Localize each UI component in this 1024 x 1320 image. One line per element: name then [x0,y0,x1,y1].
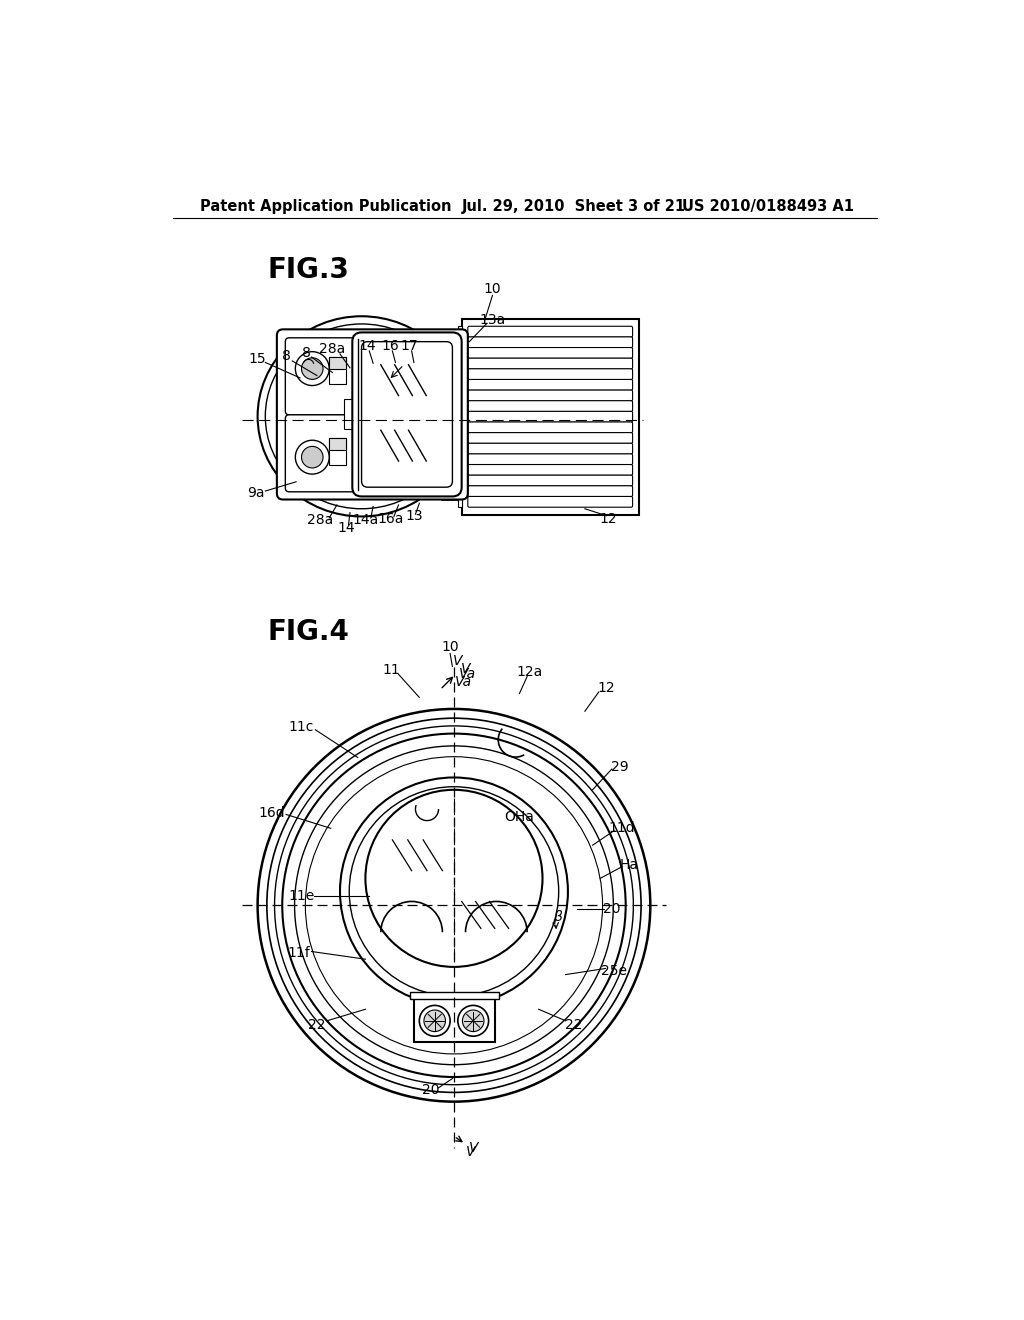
Text: 10: 10 [441,640,459,655]
Circle shape [340,777,568,1006]
Text: 11e: 11e [289,890,314,903]
FancyBboxPatch shape [468,433,633,444]
FancyBboxPatch shape [468,368,633,380]
FancyBboxPatch shape [330,358,346,370]
Circle shape [295,746,613,1065]
FancyBboxPatch shape [468,422,633,433]
Text: 11c: 11c [289,719,314,734]
FancyBboxPatch shape [468,326,633,337]
Text: US 2010/0188493 A1: US 2010/0188493 A1 [682,198,854,214]
Circle shape [424,1010,445,1032]
Circle shape [301,358,323,379]
FancyBboxPatch shape [410,991,499,999]
Text: 22: 22 [565,1018,583,1032]
Text: 11f: 11f [287,946,310,960]
FancyBboxPatch shape [468,391,633,401]
Text: 17: 17 [400,339,418,354]
FancyBboxPatch shape [276,330,468,499]
Text: V: V [466,1144,476,1159]
Circle shape [458,1006,488,1036]
Text: FIG.4: FIG.4 [267,618,349,645]
Text: 11d: 11d [608,821,635,836]
Text: 10: 10 [483,282,502,296]
FancyBboxPatch shape [468,379,633,391]
Text: 11: 11 [382,664,399,677]
Text: FIG.3: FIG.3 [267,256,349,284]
Text: V: V [461,661,470,676]
Text: 22: 22 [308,1018,326,1032]
Text: OHa: OHa [505,809,535,824]
Text: Jul. 29, 2010  Sheet 3 of 21: Jul. 29, 2010 Sheet 3 of 21 [462,198,686,214]
Text: 16a: 16a [378,512,404,525]
FancyBboxPatch shape [468,337,633,347]
FancyBboxPatch shape [462,318,639,515]
FancyBboxPatch shape [286,414,358,492]
Circle shape [463,1010,484,1032]
Text: 28a: 28a [307,513,333,527]
Text: 16: 16 [381,339,399,354]
Circle shape [305,756,602,1053]
FancyBboxPatch shape [442,334,462,499]
Text: 8: 8 [302,346,310,360]
FancyBboxPatch shape [468,475,633,486]
Text: Va: Va [455,675,472,689]
Text: 20: 20 [422,1084,439,1097]
Circle shape [301,446,323,469]
Text: Patent Application Publication: Patent Application Publication [200,198,452,214]
FancyBboxPatch shape [361,342,453,487]
Ellipse shape [258,317,466,516]
Circle shape [349,787,559,997]
Text: V: V [453,655,463,668]
FancyBboxPatch shape [286,338,358,414]
Text: 29: 29 [610,760,629,774]
Circle shape [274,726,634,1085]
FancyBboxPatch shape [468,454,633,465]
FancyBboxPatch shape [468,496,633,507]
Text: 9a: 9a [248,486,265,500]
Text: 14a: 14a [352,513,379,527]
Text: 25e: 25e [601,964,627,978]
FancyBboxPatch shape [468,412,633,422]
FancyBboxPatch shape [352,333,462,496]
Text: 13a: 13a [479,313,506,327]
Ellipse shape [265,323,458,508]
Text: 16d: 16d [258,807,285,820]
Circle shape [295,441,330,474]
Text: 12: 12 [598,681,615,696]
Circle shape [283,734,626,1077]
Text: 13: 13 [406,510,423,524]
FancyBboxPatch shape [468,401,633,412]
Text: 12: 12 [599,512,616,525]
FancyBboxPatch shape [330,358,346,384]
Text: V: V [468,1140,478,1155]
Text: 14: 14 [337,521,355,535]
FancyBboxPatch shape [468,486,633,496]
Circle shape [366,789,543,966]
Text: 15: 15 [249,351,266,366]
Circle shape [295,351,330,385]
FancyBboxPatch shape [458,326,462,507]
FancyBboxPatch shape [330,438,346,465]
Text: 28a: 28a [319,342,345,356]
FancyBboxPatch shape [344,399,360,429]
FancyBboxPatch shape [330,438,346,450]
FancyBboxPatch shape [468,465,633,475]
Text: 14: 14 [358,339,376,354]
Circle shape [267,718,641,1093]
Text: 8: 8 [283,350,291,363]
Circle shape [258,709,650,1102]
Text: Ha: Ha [620,858,639,873]
FancyBboxPatch shape [468,444,633,454]
FancyBboxPatch shape [468,347,633,358]
Circle shape [419,1006,451,1036]
FancyBboxPatch shape [414,998,495,1043]
FancyBboxPatch shape [468,358,633,370]
Text: 20: 20 [603,902,621,916]
Text: Va: Va [459,668,476,681]
Text: β: β [554,909,562,924]
Text: 12a: 12a [516,665,543,678]
